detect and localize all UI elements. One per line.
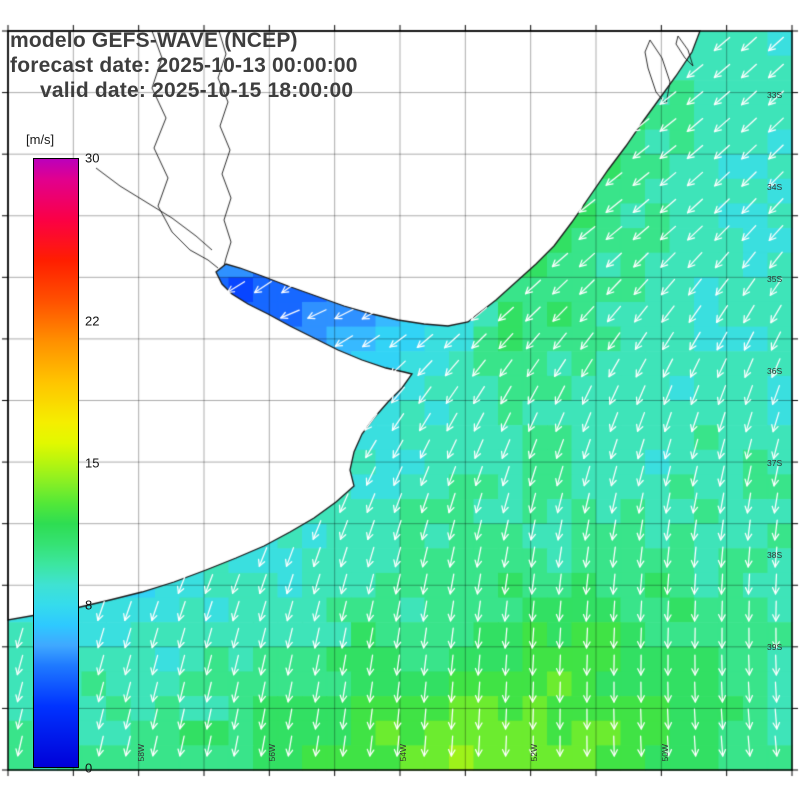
model-title: modelo GEFS-WAVE (NCEP) bbox=[10, 29, 298, 52]
latitude-label: 38S bbox=[767, 550, 783, 560]
forecast-date-line: forecast date: 2025-10-13 00:00:00 bbox=[10, 54, 358, 77]
model-header: modelo GEFS-WAVE (NCEP) forecast date: 2… bbox=[10, 28, 358, 103]
latitude-label: 35S bbox=[767, 274, 783, 284]
latitude-label: 37S bbox=[767, 458, 783, 468]
latitude-label: 34S bbox=[767, 182, 783, 192]
latitude-label: 33S bbox=[767, 90, 783, 100]
longitude-label: 52W bbox=[529, 744, 539, 762]
longitude-label: 58W bbox=[136, 744, 146, 762]
colorbar-tick-label: 8 bbox=[85, 597, 93, 613]
colorbar-tick-label: 30 bbox=[85, 150, 100, 166]
longitude-label: 56W bbox=[267, 744, 277, 762]
colorbar-unit-label: [m/s] bbox=[26, 132, 55, 147]
colorbar-tick-label: 15 bbox=[85, 455, 100, 471]
latitude-label: 39S bbox=[767, 642, 783, 652]
colorbar-tick-label: 0 bbox=[85, 760, 93, 776]
longitude-label: 54W bbox=[398, 744, 408, 762]
latitude-label: 36S bbox=[767, 366, 783, 376]
valid-date-line: valid date: 2025-10-15 18:00:00 bbox=[40, 79, 354, 102]
longitude-label: 50W bbox=[660, 744, 670, 762]
colorbar bbox=[33, 158, 79, 768]
colorbar-tick-label: 22 bbox=[85, 313, 100, 329]
